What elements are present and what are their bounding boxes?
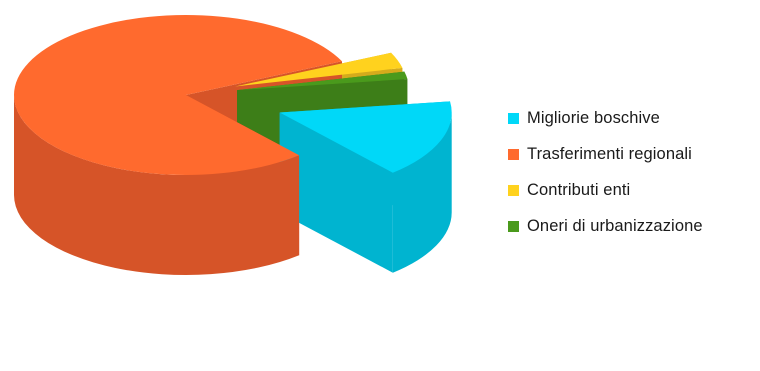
legend-swatch [508, 148, 519, 160]
pie-slice-trasferimenti-regionali [14, 14, 342, 175]
legend-item-oneri-di-urbanizzazione: Oneri di urbanizzazione [508, 208, 703, 244]
pie-slice-oneri-di-urbanizzazione [237, 71, 408, 91]
legend-label: Migliorie boschive [527, 108, 660, 127]
slice-outer-wall-migliorie-boschive [392, 112, 452, 273]
legend-swatch [508, 220, 519, 232]
chart-legend: Migliorie boschive Trasferimenti regiona… [508, 100, 703, 244]
pie-slice-contributi-enti [235, 52, 403, 87]
legend-label: Oneri di urbanizzazione [527, 216, 703, 235]
legend-label: Trasferimenti regionali [527, 144, 692, 163]
legend-item-migliorie-boschive: Migliorie boschive [508, 100, 703, 136]
legend-swatch [508, 112, 519, 124]
pie-chart [13, 14, 452, 276]
slice-side-migliorie-boschive-1 [279, 112, 393, 273]
legend-label: Contributi enti [527, 180, 631, 199]
slice-outer-wall-trasferimenti-regionali [13, 95, 300, 276]
legend-item-contributi-enti: Contributi enti [508, 172, 703, 208]
legend-item-trasferimenti-regionali: Trasferimenti regionali [508, 136, 703, 172]
pie-slice-migliorie-boschive [279, 101, 452, 173]
legend-swatch [508, 184, 519, 196]
